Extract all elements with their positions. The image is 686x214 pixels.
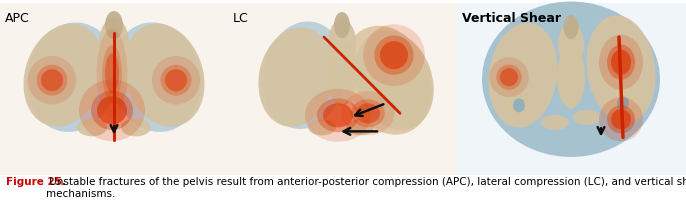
Ellipse shape (77, 118, 107, 136)
Ellipse shape (482, 1, 660, 157)
Ellipse shape (351, 99, 385, 127)
Ellipse shape (323, 103, 353, 127)
Text: Unstable fractures of the pelvis result from anterior-posterior compression (APC: Unstable fractures of the pelvis result … (47, 177, 686, 199)
Ellipse shape (308, 119, 336, 135)
Ellipse shape (105, 11, 123, 39)
Ellipse shape (97, 96, 127, 124)
Bar (457, 3, 686, 175)
Ellipse shape (607, 105, 635, 133)
Ellipse shape (36, 65, 67, 96)
Ellipse shape (23, 24, 104, 127)
Ellipse shape (105, 53, 119, 93)
Ellipse shape (123, 24, 204, 127)
Ellipse shape (317, 98, 359, 132)
Ellipse shape (354, 30, 434, 130)
Ellipse shape (599, 35, 643, 90)
Ellipse shape (346, 119, 374, 135)
Ellipse shape (305, 89, 371, 142)
Ellipse shape (488, 23, 558, 128)
Ellipse shape (497, 65, 521, 90)
Ellipse shape (161, 65, 191, 96)
Ellipse shape (611, 109, 631, 129)
Ellipse shape (79, 79, 145, 141)
Ellipse shape (563, 15, 578, 39)
Ellipse shape (263, 21, 346, 129)
Ellipse shape (356, 103, 380, 123)
Ellipse shape (587, 15, 656, 123)
Ellipse shape (500, 68, 518, 86)
Ellipse shape (98, 36, 130, 104)
Ellipse shape (152, 56, 200, 104)
Ellipse shape (97, 29, 128, 117)
Ellipse shape (342, 91, 394, 135)
Ellipse shape (599, 97, 643, 141)
Ellipse shape (102, 45, 122, 101)
Text: Vertical Shear: Vertical Shear (462, 12, 561, 25)
Ellipse shape (611, 89, 635, 117)
Ellipse shape (41, 69, 63, 91)
Ellipse shape (489, 57, 529, 97)
Ellipse shape (507, 91, 531, 119)
Ellipse shape (611, 50, 631, 75)
Ellipse shape (327, 41, 357, 106)
Ellipse shape (27, 22, 117, 132)
Ellipse shape (91, 91, 133, 130)
Ellipse shape (617, 96, 629, 110)
Ellipse shape (121, 118, 151, 136)
Ellipse shape (28, 56, 76, 104)
Bar (228, 3, 457, 175)
Ellipse shape (513, 98, 525, 112)
Ellipse shape (558, 22, 584, 68)
Ellipse shape (363, 24, 425, 86)
Ellipse shape (573, 110, 601, 125)
Ellipse shape (375, 36, 414, 75)
Text: LC: LC (233, 12, 249, 25)
Ellipse shape (259, 28, 333, 127)
Text: APC: APC (5, 12, 29, 25)
Ellipse shape (342, 26, 431, 135)
Ellipse shape (380, 41, 408, 69)
Ellipse shape (328, 19, 356, 67)
Ellipse shape (165, 69, 187, 91)
Ellipse shape (541, 115, 569, 130)
Ellipse shape (557, 46, 585, 108)
Ellipse shape (99, 18, 129, 68)
Ellipse shape (110, 22, 202, 132)
Ellipse shape (607, 45, 635, 80)
Bar (0, 3, 228, 175)
Ellipse shape (334, 12, 350, 38)
Text: Figure 25.: Figure 25. (6, 177, 66, 187)
